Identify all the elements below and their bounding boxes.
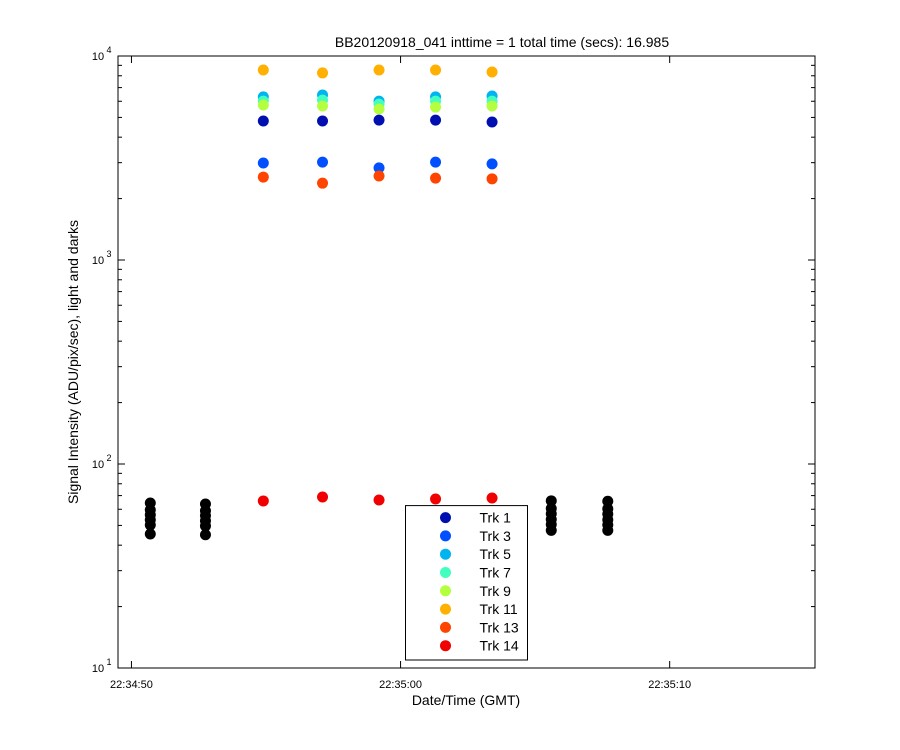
legend-box — [405, 505, 528, 661]
legend-label: Trk 1 — [480, 510, 512, 526]
x-tick-label: 22:35:00 — [379, 679, 422, 691]
point — [257, 157, 269, 169]
legend-marker — [440, 585, 451, 597]
legend-marker — [440, 530, 451, 542]
point — [602, 495, 614, 507]
chart-title: BB20120918_041 inttime = 1 total time (s… — [335, 34, 669, 50]
x-axis-label: Date/Time (GMT) — [412, 692, 520, 708]
point — [545, 524, 557, 536]
point — [486, 100, 498, 112]
point — [317, 67, 329, 79]
point — [257, 64, 269, 76]
point — [373, 114, 385, 126]
point — [430, 64, 442, 76]
legend-label: Trk 13 — [480, 619, 519, 635]
x-tick-label: 22:34:50 — [110, 679, 153, 691]
legend-label: Trk 9 — [480, 583, 512, 599]
x-tick-label: 22:35:10 — [648, 679, 691, 691]
point — [317, 100, 329, 112]
legend-marker — [440, 548, 451, 560]
point — [430, 172, 442, 184]
point — [317, 156, 329, 168]
point — [257, 115, 269, 127]
point — [317, 491, 329, 503]
point — [486, 116, 498, 128]
y-tick-label: 10 — [92, 255, 104, 267]
legend-label: Trk 5 — [480, 546, 512, 562]
legend-marker — [440, 512, 451, 524]
point — [373, 162, 385, 174]
y-tick-label: 10 — [92, 51, 104, 63]
point — [430, 493, 442, 505]
y-tick-exponent: 4 — [106, 45, 111, 55]
point — [257, 495, 269, 507]
legend-marker — [440, 621, 451, 633]
y-tick-exponent: 1 — [106, 657, 111, 667]
point — [373, 170, 385, 182]
point — [257, 171, 269, 183]
y-axis-label: Signal Intensity (ADU/pix/sec), light an… — [65, 220, 81, 504]
point — [199, 520, 211, 532]
point — [199, 529, 211, 541]
point — [430, 101, 442, 113]
point — [373, 494, 385, 506]
y-tick-exponent: 2 — [106, 453, 111, 463]
point — [430, 114, 442, 126]
point — [317, 115, 329, 127]
point — [430, 156, 442, 168]
legend-label: Trk 14 — [480, 638, 519, 654]
legend-marker — [440, 567, 451, 578]
legend-marker — [440, 603, 451, 615]
y-tick-exponent: 3 — [106, 249, 111, 259]
point — [257, 99, 269, 111]
point — [144, 528, 156, 540]
point — [373, 103, 385, 115]
point — [317, 177, 329, 189]
legend-marker — [440, 640, 451, 652]
point — [486, 492, 498, 504]
y-tick-label: 10 — [92, 459, 104, 471]
point — [602, 524, 614, 536]
y-tick-label: 10 — [92, 663, 104, 675]
legend-label: Trk 7 — [480, 565, 512, 581]
legend-label: Trk 11 — [480, 601, 518, 617]
point — [486, 173, 498, 185]
point — [545, 495, 557, 507]
point — [373, 64, 385, 76]
point — [144, 519, 156, 531]
legend-label: Trk 3 — [480, 528, 512, 544]
point — [486, 66, 498, 78]
legend: Trk 1 Trk 3 Trk 5 Trk 7 Trk 9 Trk 11 Trk 13 Trk… — [405, 505, 528, 661]
point — [486, 158, 498, 170]
